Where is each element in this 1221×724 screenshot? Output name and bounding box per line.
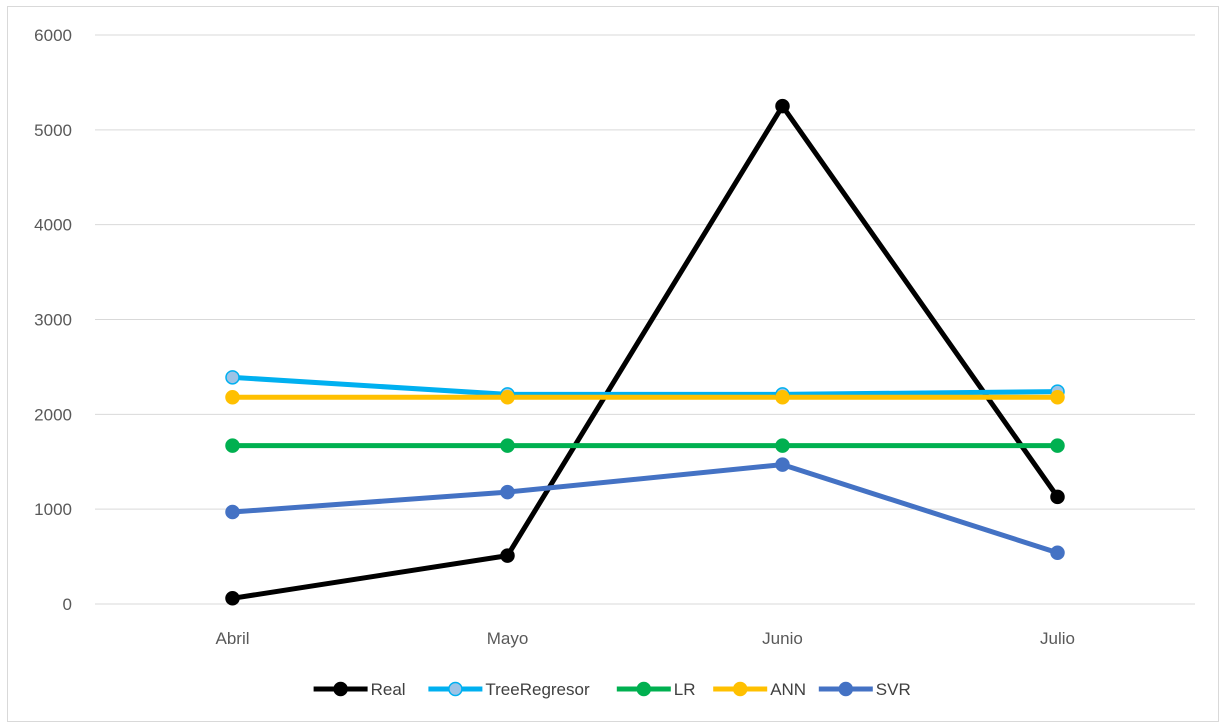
y-tick-label: 0	[63, 595, 72, 614]
data-point-svr	[1050, 545, 1065, 561]
data-point-ann	[775, 390, 790, 405]
legend-swatch-marker	[448, 681, 463, 697]
chart-area	[7, 6, 1219, 722]
data-point-real	[775, 98, 790, 114]
data-point-svr	[225, 504, 240, 520]
y-tick-label: 6000	[34, 26, 72, 45]
data-point-real	[500, 548, 515, 563]
x-tick-label: Julio	[1040, 629, 1075, 648]
legend-swatch-marker	[636, 681, 652, 697]
x-tick-label: Mayo	[487, 629, 529, 648]
series-line-svr	[232, 462, 1059, 556]
legend-swatch-marker	[333, 681, 348, 697]
data-point-lr	[500, 438, 515, 453]
legend-entry-real: Real	[371, 680, 406, 699]
legend-swatch-marker	[732, 681, 748, 697]
data-point-ann	[500, 390, 515, 405]
data-point-treeregresor	[225, 370, 240, 385]
x-tick-label: Abril	[215, 629, 249, 648]
gridlines	[95, 34, 1195, 605]
data-point-ann	[225, 390, 240, 405]
legend: Real TreeRegresor LR ANN SVR	[313, 680, 911, 699]
y-tick-label: 5000	[34, 121, 72, 140]
y-tick-label: 3000	[34, 311, 72, 330]
data-point-real	[1050, 489, 1065, 505]
legend-entry-ann: ANN	[770, 680, 806, 699]
y-tick-label: 2000	[34, 405, 72, 424]
legend-entry-treeregresor: TreeRegresor	[485, 680, 590, 699]
legend-entry-lr: LR	[674, 680, 696, 699]
data-point-svr	[500, 484, 515, 500]
series-line-real	[232, 103, 1060, 601]
series-lines	[232, 103, 1060, 601]
data-point-lr	[225, 438, 240, 453]
data-point-ann	[1050, 390, 1065, 405]
series-line-treeregresor	[232, 374, 1058, 397]
y-tick-label: 1000	[34, 500, 72, 519]
x-axis-ticks: Abril Mayo Junio Julio	[215, 629, 1074, 648]
y-axis-ticks: 0 1000 2000 3000 4000 5000 6000	[34, 26, 72, 614]
data-point-lr	[1050, 438, 1065, 453]
data-point-svr	[775, 457, 790, 472]
legend-swatch-marker	[838, 681, 854, 697]
series-markers	[225, 98, 1065, 606]
data-point-lr	[775, 438, 790, 453]
data-point-real	[225, 591, 240, 606]
legend-entry-svr: SVR	[876, 680, 911, 699]
x-tick-label: Junio	[762, 629, 803, 648]
y-tick-label: 4000	[34, 216, 72, 235]
